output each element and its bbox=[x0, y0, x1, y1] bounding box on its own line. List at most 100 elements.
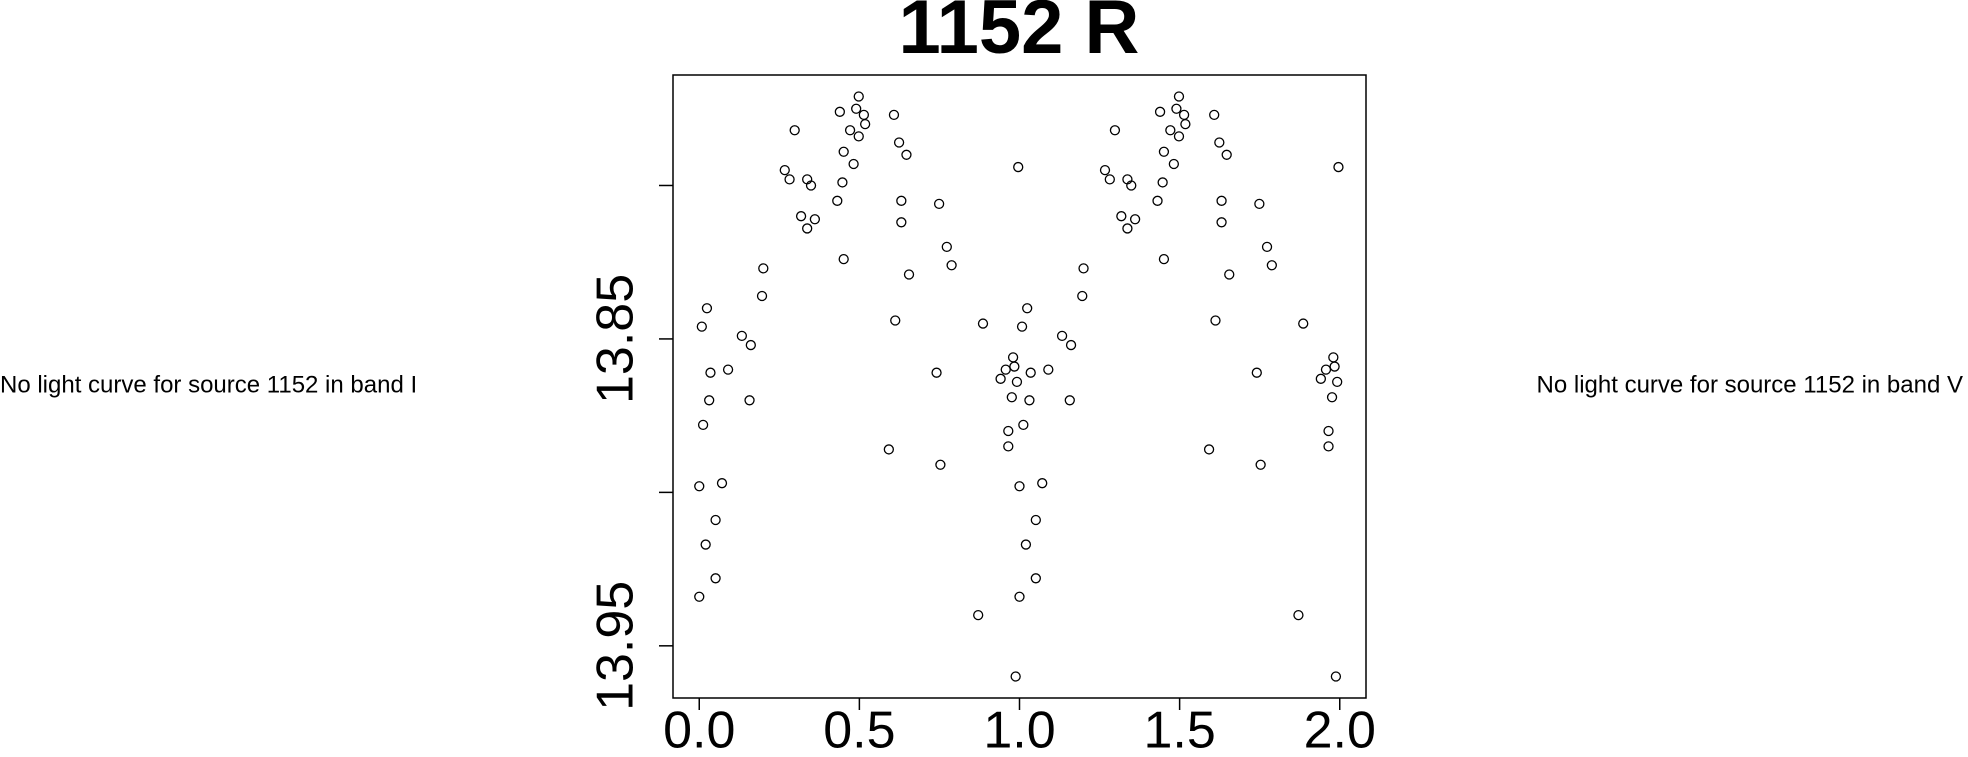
point bbox=[1216, 195, 1227, 206]
point bbox=[1025, 367, 1036, 378]
point bbox=[933, 198, 945, 210]
point bbox=[838, 146, 849, 157]
point bbox=[1173, 131, 1185, 142]
point bbox=[858, 109, 870, 121]
point bbox=[1328, 352, 1339, 363]
point bbox=[710, 573, 721, 584]
point bbox=[896, 195, 907, 206]
point bbox=[973, 609, 984, 621]
point bbox=[1171, 103, 1182, 114]
point bbox=[1158, 146, 1170, 157]
point bbox=[705, 367, 716, 378]
point bbox=[779, 164, 790, 176]
point bbox=[1064, 395, 1075, 406]
point bbox=[696, 321, 707, 332]
point bbox=[1030, 573, 1041, 584]
point bbox=[1320, 364, 1332, 375]
point bbox=[716, 478, 728, 489]
point bbox=[851, 103, 862, 114]
point bbox=[1000, 364, 1011, 375]
point bbox=[697, 419, 709, 431]
point bbox=[1158, 253, 1170, 265]
point bbox=[1254, 198, 1265, 210]
point bbox=[1333, 161, 1344, 173]
point bbox=[995, 373, 1006, 384]
x-tick-label: 1.5 bbox=[1143, 702, 1215, 757]
point bbox=[758, 263, 769, 274]
point bbox=[1043, 364, 1054, 375]
plot-frame bbox=[672, 74, 1367, 699]
point bbox=[1065, 339, 1077, 351]
point bbox=[1003, 441, 1014, 452]
point bbox=[1077, 290, 1088, 302]
point bbox=[941, 241, 952, 253]
point bbox=[893, 137, 905, 148]
point bbox=[848, 158, 859, 170]
chart-title: 1152 R bbox=[899, 0, 1140, 70]
point bbox=[1251, 367, 1262, 378]
point bbox=[694, 591, 705, 602]
point bbox=[1014, 591, 1025, 602]
point bbox=[890, 315, 901, 326]
point bbox=[1122, 223, 1133, 234]
point bbox=[1056, 330, 1068, 342]
point bbox=[795, 211, 807, 222]
annotation: No light curve for source 1152 in band V bbox=[1537, 371, 1963, 398]
x-tick-label: 1.0 bbox=[983, 702, 1055, 757]
point bbox=[1330, 671, 1342, 682]
point bbox=[1168, 158, 1180, 170]
point bbox=[789, 125, 800, 136]
point bbox=[1332, 376, 1343, 388]
point bbox=[744, 395, 755, 406]
point bbox=[694, 481, 705, 492]
point bbox=[1323, 425, 1334, 437]
point bbox=[838, 253, 849, 265]
point bbox=[1255, 459, 1266, 470]
point bbox=[844, 125, 856, 136]
point bbox=[1078, 263, 1089, 274]
point bbox=[837, 177, 848, 188]
point bbox=[1154, 106, 1166, 117]
point bbox=[1022, 303, 1033, 314]
point bbox=[1011, 376, 1023, 388]
point bbox=[1298, 318, 1309, 329]
point bbox=[1326, 392, 1338, 403]
point bbox=[710, 514, 721, 526]
point bbox=[1016, 321, 1028, 332]
point bbox=[1116, 211, 1127, 222]
point bbox=[1266, 260, 1277, 271]
point bbox=[1210, 315, 1221, 326]
point bbox=[701, 303, 713, 314]
y-tick-label: 13.85 bbox=[587, 274, 645, 404]
point bbox=[722, 364, 734, 375]
point bbox=[1010, 671, 1021, 682]
point bbox=[1214, 137, 1225, 148]
point bbox=[935, 459, 946, 470]
point bbox=[1007, 352, 1019, 363]
point bbox=[1203, 444, 1215, 455]
annotation: No light curve for source 1152 in band I bbox=[0, 371, 417, 398]
point bbox=[1209, 109, 1220, 121]
point bbox=[805, 180, 817, 191]
point bbox=[1165, 125, 1176, 136]
point bbox=[1020, 539, 1032, 550]
point bbox=[809, 214, 821, 225]
point bbox=[1323, 441, 1334, 452]
point bbox=[1129, 214, 1141, 225]
point bbox=[1221, 149, 1232, 160]
point bbox=[756, 290, 768, 302]
point bbox=[1018, 419, 1029, 431]
y-tick-label: 13.95 bbox=[587, 581, 645, 711]
point bbox=[1009, 361, 1020, 372]
point bbox=[1037, 478, 1048, 489]
point bbox=[1109, 125, 1121, 136]
point bbox=[1006, 392, 1017, 403]
x-tick-label: 0.5 bbox=[823, 702, 895, 757]
point bbox=[1099, 164, 1111, 176]
point bbox=[745, 339, 756, 351]
point bbox=[896, 217, 907, 228]
point bbox=[1014, 481, 1025, 492]
point bbox=[946, 260, 957, 271]
point bbox=[1024, 395, 1035, 406]
